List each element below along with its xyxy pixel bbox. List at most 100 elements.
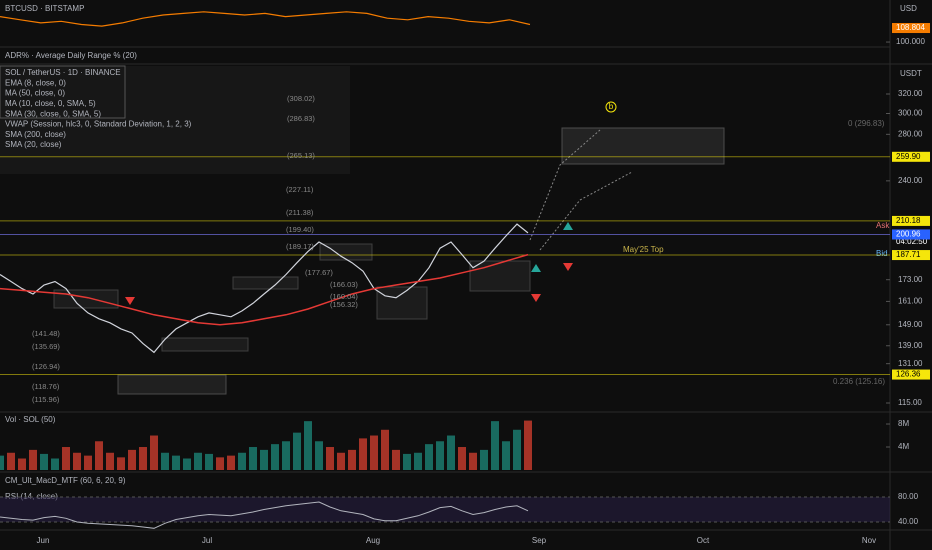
y-tick-label: 80.00 — [898, 492, 919, 501]
usdt-label: USDT — [900, 69, 922, 78]
y-tick-label: 240.00 — [898, 176, 923, 185]
target-box — [561, 127, 725, 165]
volume-bar — [326, 447, 334, 470]
volume-bar — [95, 441, 103, 470]
volume-bar — [480, 449, 488, 470]
volume-bar — [194, 452, 202, 470]
price-tag-label: 259.90 — [896, 152, 921, 161]
btc-title: BTCUSD · BITSTAMP — [5, 4, 84, 13]
volume-bar — [260, 449, 268, 470]
price-tag — [892, 151, 930, 162]
volume-bar — [381, 429, 389, 470]
y-tick-label: 4M — [898, 442, 909, 451]
bid-label: Bid — [876, 249, 888, 258]
volume-bar — [51, 458, 59, 470]
level-label: (115.96) — [32, 395, 60, 404]
zone-box — [469, 260, 531, 292]
volume-title: Vol · SOL (50) — [5, 415, 56, 424]
level-label: (199.40) — [286, 225, 314, 234]
level-label: (211.38) — [286, 208, 314, 217]
level-label: (227.11) — [286, 185, 314, 194]
volume-bar — [150, 435, 158, 470]
price-line — [0, 253, 529, 326]
volume-bar — [271, 444, 279, 470]
rsi-band — [0, 497, 890, 522]
price-tag-label: 187.71 — [896, 250, 921, 259]
volume-bar — [106, 452, 114, 470]
arrow-down — [531, 294, 541, 302]
volume-bar — [370, 435, 378, 470]
zone-box — [319, 243, 373, 261]
volume-bar — [502, 441, 510, 470]
level-label: (126.94) — [32, 362, 60, 371]
y-tick-label: 40.00 — [898, 517, 919, 526]
price-tag — [892, 369, 930, 380]
price-tag — [892, 229, 930, 240]
legend-item: VWAP (Session, hlc3, 0, Standard Deviati… — [5, 120, 192, 129]
price-tag-label: 200.96 — [896, 230, 921, 239]
volume-bar — [40, 453, 48, 470]
y-tick-label: 131.00 — [898, 359, 923, 368]
volume-bar — [293, 432, 301, 470]
volume-bar — [216, 457, 224, 470]
volume-bar — [7, 452, 15, 470]
volume-bar — [436, 441, 444, 470]
legend-panel — [0, 66, 350, 174]
price-tag — [892, 215, 930, 226]
volume-bar — [249, 447, 257, 470]
level-label: (265.13) — [287, 151, 315, 160]
volume-bar — [205, 453, 213, 470]
zone-box — [161, 337, 249, 352]
volume-bar — [73, 452, 81, 470]
btc-line — [0, 11, 531, 27]
wave-label: b — [609, 102, 614, 111]
volume-bar — [513, 429, 521, 470]
fib-label: 0 (296.83) — [848, 119, 885, 128]
price-tag-label: 126.36 — [896, 370, 921, 379]
x-tick-label: Nov — [862, 536, 876, 545]
x-tick-label: Jul — [202, 536, 212, 545]
usd-label: USD — [900, 4, 917, 13]
arrow-down — [563, 263, 573, 271]
x-tick-label: Jun — [37, 536, 50, 545]
y-tick-label: 149.00 — [898, 320, 923, 329]
legend-item: SMA (20, close) — [5, 140, 62, 149]
volume-bar — [458, 447, 466, 470]
volume-bar — [117, 457, 125, 470]
volume-bar — [0, 455, 4, 470]
y-tick-label: 115.00 — [898, 398, 922, 407]
volume-bar — [392, 449, 400, 470]
volume-bar — [403, 453, 411, 470]
rsi-line — [0, 501, 529, 529]
projection-path — [539, 171, 633, 251]
y-tick-label: 139.00 — [898, 341, 923, 350]
zone-box — [232, 276, 299, 290]
zone-box — [117, 374, 227, 395]
arrow-up — [563, 222, 573, 230]
volume-bar — [304, 421, 312, 470]
volume-bar — [337, 452, 345, 470]
y-tick-label: 161.00 — [898, 297, 923, 306]
y-tick-label: 280.00 — [898, 129, 923, 138]
wave-marker — [605, 101, 617, 113]
y-tick-label: 173.00 — [898, 275, 923, 284]
zone-box — [53, 289, 119, 309]
legend-box — [0, 65, 126, 119]
price-tag-label: 210.18 — [896, 216, 921, 225]
volume-bar — [524, 420, 532, 470]
y-tick-label: 8M — [898, 419, 909, 428]
macd-title: CM_Ult_MacD_MTF (60, 6, 20, 9) — [5, 476, 126, 485]
volume-bar — [29, 449, 37, 470]
price-tag — [892, 250, 930, 261]
timer-label: 04:02:50 — [896, 237, 928, 246]
level-label: (141.48) — [32, 329, 60, 338]
legend-item: EMA (8, close, 0) — [5, 78, 66, 87]
volume-bar — [491, 421, 499, 470]
level-label: (189.17) — [286, 242, 314, 251]
volume-bar — [348, 449, 356, 470]
adr-title: ADR% · Average Daily Range % (20) — [5, 51, 137, 60]
fib-label: 0.236 (125.16) — [833, 377, 885, 386]
level-label: (135.69) — [32, 342, 60, 351]
legend-item: MA (50, close, 0) — [5, 89, 65, 98]
